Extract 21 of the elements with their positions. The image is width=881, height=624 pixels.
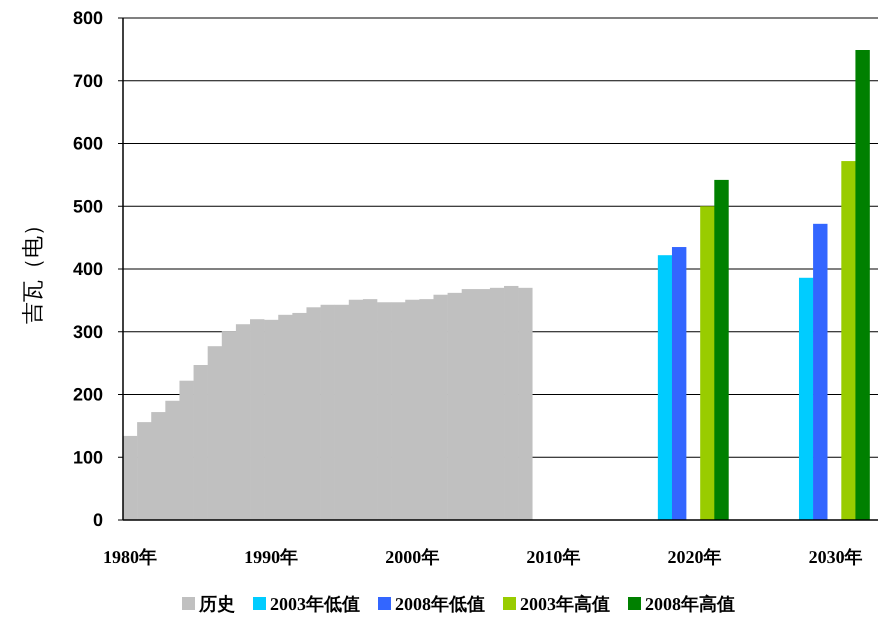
y-tick-label: 200 <box>72 384 103 404</box>
legend-label: 2003年高值 <box>520 594 610 614</box>
x-tick-label: 1990年 <box>244 547 298 567</box>
y-tick-label: 300 <box>72 322 103 342</box>
legend-label: 2003年低值 <box>270 594 360 614</box>
y-tick-label: 800 <box>72 8 103 28</box>
y-axis-title: 吉瓦（电） <box>21 214 46 324</box>
legend-label: 2008年低值 <box>395 594 485 614</box>
y-tick-label: 700 <box>72 70 103 91</box>
y-tick-label: 500 <box>72 196 103 216</box>
legend-label: 2008年高值 <box>645 594 735 614</box>
y-tick-label: 100 <box>72 447 103 468</box>
y-tick-label: 600 <box>72 134 103 154</box>
x-tick-label: 1980年 <box>103 547 158 567</box>
y-tick-label: 0 <box>92 510 103 530</box>
x-tick-label: 2030年 <box>808 547 863 567</box>
legend-label: 历史 <box>198 594 235 614</box>
x-tick-label: 2010年 <box>526 547 580 567</box>
y-tick-label: 400 <box>72 259 103 279</box>
x-tick-label: 2020年 <box>668 547 722 567</box>
x-tick-label: 2000年 <box>385 547 440 567</box>
